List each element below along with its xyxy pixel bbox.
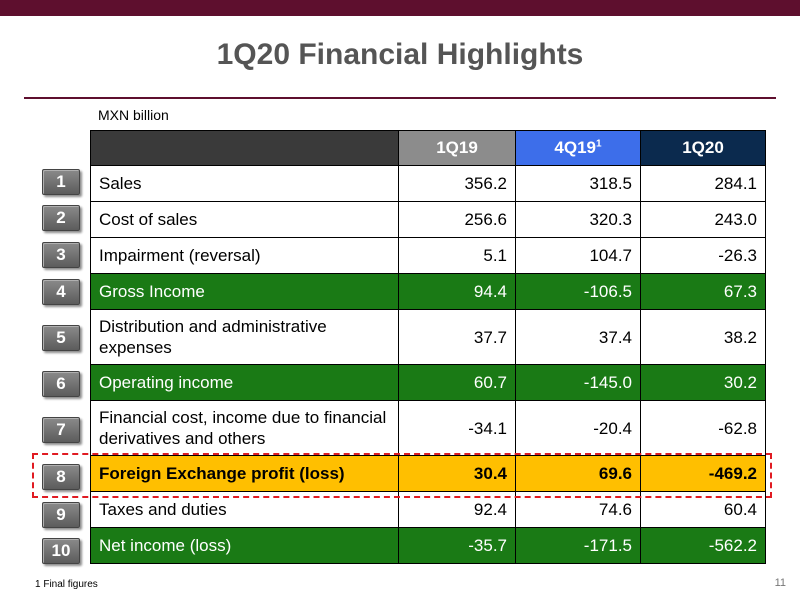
row-label: Cost of sales bbox=[90, 201, 399, 238]
row-number-badge: 1 bbox=[42, 169, 80, 195]
row-label: Financial cost, income due to financial … bbox=[90, 400, 399, 456]
row-number-badge: 9 bbox=[42, 502, 80, 528]
value-4q19: 318.5 bbox=[515, 165, 641, 202]
row-number-badge: 2 bbox=[42, 205, 80, 231]
value-4q19: 320.3 bbox=[515, 201, 641, 238]
footnote-marker: 1 bbox=[596, 138, 602, 150]
table-row: Financial cost, income due to financial … bbox=[90, 400, 766, 456]
title-divider bbox=[24, 97, 776, 99]
value-1q20: 284.1 bbox=[640, 165, 766, 202]
table-row: Cost of sales 256.6 320.3 243.0 bbox=[90, 201, 766, 238]
header-corner-cell bbox=[90, 130, 399, 166]
value-1q20: 38.2 bbox=[640, 309, 766, 365]
value-1q19: 60.7 bbox=[398, 364, 516, 401]
page-number: 11 bbox=[774, 577, 786, 589]
value-1q19: 5.1 bbox=[398, 237, 516, 274]
value-4q19: -145.0 bbox=[515, 364, 641, 401]
table-row: Net income (loss) -35.7 -171.5 -562.2 bbox=[90, 527, 766, 564]
row-number-badge: 3 bbox=[42, 242, 80, 268]
value-1q20: 30.2 bbox=[640, 364, 766, 401]
value-1q20: -469.2 bbox=[640, 455, 766, 492]
value-4q19: -171.5 bbox=[515, 527, 641, 564]
row-label: Net income (loss) bbox=[90, 527, 399, 564]
unit-label: MXN billion bbox=[98, 107, 169, 123]
row-number-badge: 8 bbox=[42, 464, 80, 490]
row-label: Distribution and administrative expenses bbox=[90, 309, 399, 365]
row-number-badge: 4 bbox=[42, 279, 80, 305]
value-1q20: -62.8 bbox=[640, 400, 766, 456]
page-title: 1Q20 Financial Highlights bbox=[216, 38, 584, 71]
column-header-4q19: 4Q191 bbox=[515, 130, 641, 166]
value-4q19: -20.4 bbox=[515, 400, 641, 456]
value-1q19: -35.7 bbox=[398, 527, 516, 564]
footnote: 1 Final figures bbox=[35, 579, 98, 590]
dashed-highlight-box bbox=[32, 453, 772, 498]
row-label: Gross Income bbox=[90, 273, 399, 310]
row-label: Foreign Exchange profit (loss) bbox=[90, 455, 399, 492]
value-1q20: 67.3 bbox=[640, 273, 766, 310]
table-row: Operating income 60.7 -145.0 30.2 bbox=[90, 364, 766, 401]
value-1q20: -26.3 bbox=[640, 237, 766, 274]
row-number-badge: 7 bbox=[42, 417, 80, 443]
row-number-badge: 5 bbox=[42, 325, 80, 351]
table-row: Distribution and administrative expenses… bbox=[90, 309, 766, 365]
column-header-1q20: 1Q20 bbox=[640, 130, 766, 166]
table-row: Gross Income 94.4 -106.5 67.3 bbox=[90, 273, 766, 310]
table-header-row: 1Q19 4Q191 1Q20 bbox=[90, 130, 766, 166]
table-row: Impairment (reversal) 5.1 104.7 -26.3 bbox=[90, 237, 766, 274]
value-1q20: -562.2 bbox=[640, 527, 766, 564]
value-4q19: -106.5 bbox=[515, 273, 641, 310]
column-header-1q19: 1Q19 bbox=[398, 130, 516, 166]
value-1q19: 94.4 bbox=[398, 273, 516, 310]
value-1q19: 356.2 bbox=[398, 165, 516, 202]
value-1q20: 243.0 bbox=[640, 201, 766, 238]
value-4q19: 37.4 bbox=[515, 309, 641, 365]
table-row-highlighted: Foreign Exchange profit (loss) 30.4 69.6… bbox=[90, 455, 766, 492]
row-label: Operating income bbox=[90, 364, 399, 401]
table-row: Sales 356.2 318.5 284.1 bbox=[90, 165, 766, 202]
value-4q19: 104.7 bbox=[515, 237, 641, 274]
row-label: Sales bbox=[90, 165, 399, 202]
value-1q19: 256.6 bbox=[398, 201, 516, 238]
row-label: Impairment (reversal) bbox=[90, 237, 399, 274]
value-1q19: -34.1 bbox=[398, 400, 516, 456]
row-number-badge: 6 bbox=[42, 371, 80, 397]
row-number-badge: 10 bbox=[42, 538, 80, 564]
financial-table: 1Q19 4Q191 1Q20 Sales 356.2 318.5 284.1 … bbox=[90, 130, 766, 564]
value-1q19: 37.7 bbox=[398, 309, 516, 365]
top-brand-bar bbox=[0, 0, 800, 16]
